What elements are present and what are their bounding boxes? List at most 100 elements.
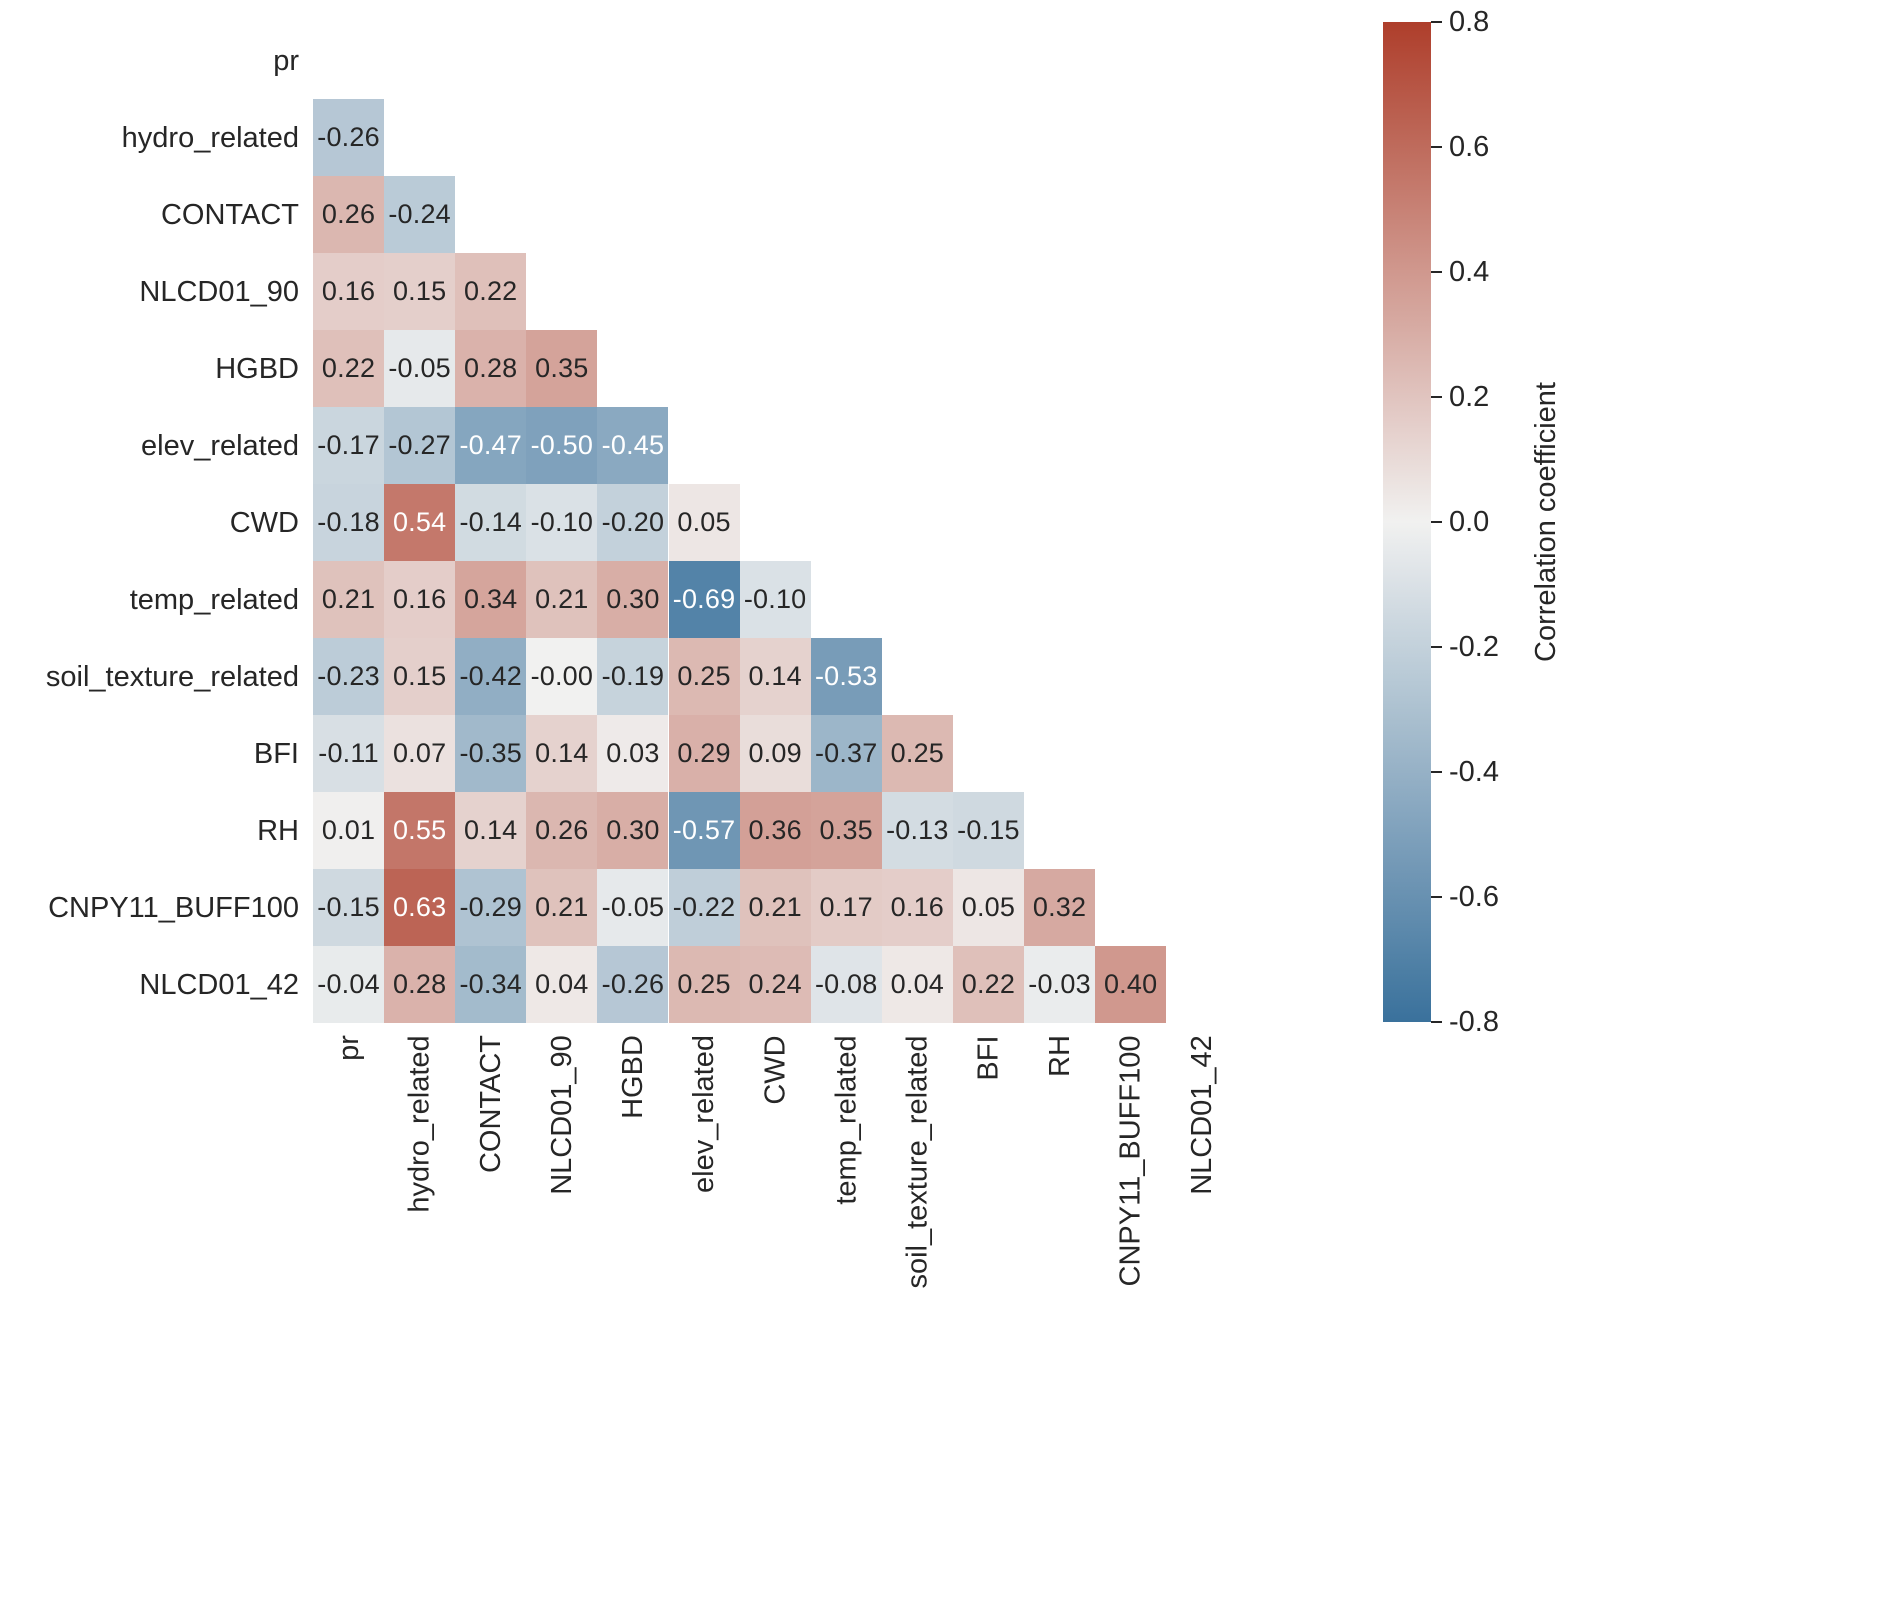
- heatmap-cell: -0.05: [384, 330, 456, 407]
- x-axis-label: pr: [332, 1035, 365, 1061]
- heatmap-cell: -0.53: [810, 638, 882, 715]
- y-axis-label: temp_related: [129, 583, 299, 616]
- heatmap-cell: -0.04: [313, 946, 385, 1023]
- heatmap-cell: 0.14: [526, 715, 598, 792]
- colorbar-tick-label: 0.6: [1449, 131, 1490, 163]
- heatmap-cell: -0.26: [597, 946, 669, 1023]
- heatmap-cell: 0.35: [810, 792, 882, 869]
- heatmap-cell: 0.09: [739, 715, 811, 792]
- heatmap-cell: -0.18: [313, 484, 385, 561]
- colorbar-gradient: [1383, 22, 1431, 1022]
- heatmap-cell: -0.17: [313, 407, 385, 484]
- heatmap-cell: -0.08: [810, 946, 882, 1023]
- heatmap-cell: 0.03: [597, 715, 669, 792]
- colorbar-tick-label: -0.2: [1449, 631, 1499, 663]
- heatmap-cell: -0.45: [597, 407, 669, 484]
- x-axis-label: NLCD01_42: [1185, 1035, 1218, 1195]
- heatmap-cell: -0.05: [597, 869, 669, 946]
- heatmap-cell: 0.28: [455, 330, 527, 407]
- x-axis-label: NLCD01_90: [545, 1035, 578, 1195]
- x-axis-label: BFI: [972, 1034, 1005, 1081]
- heatmap-cell: 0.54: [384, 484, 456, 561]
- heatmap-cell: 0.25: [668, 638, 740, 715]
- heatmap-cell: 0.30: [597, 561, 669, 638]
- heatmap-cell: -0.19: [597, 638, 669, 715]
- heatmap-cell: 0.21: [526, 561, 598, 638]
- heatmap-cell: -0.20: [597, 484, 669, 561]
- heatmap-cell: 0.25: [881, 715, 953, 792]
- heatmap-cell: -0.24: [384, 176, 456, 253]
- heatmap-cell: 0.34: [455, 561, 527, 638]
- heatmap-cell: 0.17: [810, 869, 882, 946]
- colorbar-tick-mark: [1431, 20, 1442, 24]
- heatmap-cell: 0.24: [739, 946, 811, 1023]
- heatmap-cell: 0.04: [881, 946, 953, 1023]
- heatmap-cell: 0.63: [384, 869, 456, 946]
- heatmap-cell: 0.35: [526, 330, 598, 407]
- heatmap-cell: -0.00: [526, 638, 598, 715]
- heatmap-cell: 0.30: [597, 792, 669, 869]
- heatmap-cell: 0.28: [384, 946, 456, 1023]
- y-axis-label: hydro_related: [121, 121, 299, 154]
- heatmap-cell: 0.14: [455, 792, 527, 869]
- y-axis-label: soil_texture_related: [45, 660, 299, 693]
- heatmap-cell: 0.36: [739, 792, 811, 869]
- heatmap-cell: 0.22: [952, 946, 1024, 1023]
- x-axis-label: RH: [1043, 1035, 1076, 1077]
- heatmap-cell: 0.21: [313, 561, 385, 638]
- heatmap-cell: -0.69: [668, 561, 740, 638]
- heatmap-cell: -0.03: [1024, 946, 1096, 1023]
- heatmap-cell: 0.16: [313, 253, 385, 330]
- colorbar-tick-label: 0.8: [1449, 6, 1490, 38]
- heatmap-cell: 0.15: [384, 253, 456, 330]
- heatmap-cell: -0.37: [810, 715, 882, 792]
- y-axis-label: pr: [273, 44, 299, 77]
- heatmap-cell: 0.22: [313, 330, 385, 407]
- heatmap-cell: 0.55: [384, 792, 456, 869]
- x-axis-label: elev_related: [688, 1035, 721, 1193]
- heatmap-cell: 0.01: [313, 792, 385, 869]
- heatmap-cell: -0.42: [455, 638, 527, 715]
- colorbar-tick-label: 0.4: [1449, 256, 1490, 288]
- heatmap-cell: -0.11: [313, 715, 385, 792]
- heatmap-cell: -0.34: [455, 946, 527, 1023]
- heatmap-cell: 0.26: [526, 792, 598, 869]
- heatmap-cell: 0.16: [384, 561, 456, 638]
- heatmap-cell: 0.25: [668, 946, 740, 1023]
- heatmap-cell: 0.05: [668, 484, 740, 561]
- y-axis-label: CONTACT: [160, 198, 299, 231]
- heatmap-cell: 0.04: [526, 946, 598, 1023]
- x-axis-label: hydro_related: [403, 1034, 436, 1213]
- heatmap-cell: -0.47: [455, 407, 527, 484]
- colorbar-tick-mark: [1431, 770, 1442, 774]
- heatmap-cell: -0.57: [668, 792, 740, 869]
- x-axis-label: CONTACT: [474, 1034, 507, 1174]
- heatmap-cell: 0.14: [739, 638, 811, 715]
- heatmap-cell: -0.29: [455, 869, 527, 946]
- colorbar-tick-label: -0.4: [1449, 756, 1499, 788]
- heatmap-cell: -0.23: [313, 638, 385, 715]
- y-axis-label: elev_related: [141, 429, 299, 462]
- colorbar-tick-mark: [1431, 145, 1442, 149]
- heatmap-cell: -0.14: [455, 484, 527, 561]
- colorbar-tick-mark: [1431, 895, 1442, 899]
- heatmap-cell: 0.05: [952, 869, 1024, 946]
- y-axis-label: HGBD: [215, 352, 299, 385]
- heatmap-cell: -0.10: [526, 484, 598, 561]
- heatmap-cell: -0.10: [739, 561, 811, 638]
- heatmap-cell: 0.32: [1024, 869, 1096, 946]
- heatmap-cell: 0.15: [384, 638, 456, 715]
- colorbar-tick-label: 0.2: [1449, 381, 1490, 413]
- heatmap-cell: -0.15: [313, 869, 385, 946]
- x-axis-label: soil_texture_related: [901, 1034, 934, 1289]
- colorbar-tick-label: 0.0: [1449, 506, 1490, 538]
- y-axis-label: CWD: [229, 506, 299, 539]
- x-axis-label: CWD: [759, 1034, 792, 1105]
- y-axis-label: CNPY11_BUFF100: [48, 891, 299, 924]
- y-axis-label: BFI: [253, 737, 299, 770]
- heatmap-cell: 0.40: [1095, 946, 1167, 1023]
- heatmap-cell: -0.50: [526, 407, 598, 484]
- colorbar-tick-mark: [1431, 270, 1442, 274]
- colorbar-tick-mark: [1431, 645, 1442, 649]
